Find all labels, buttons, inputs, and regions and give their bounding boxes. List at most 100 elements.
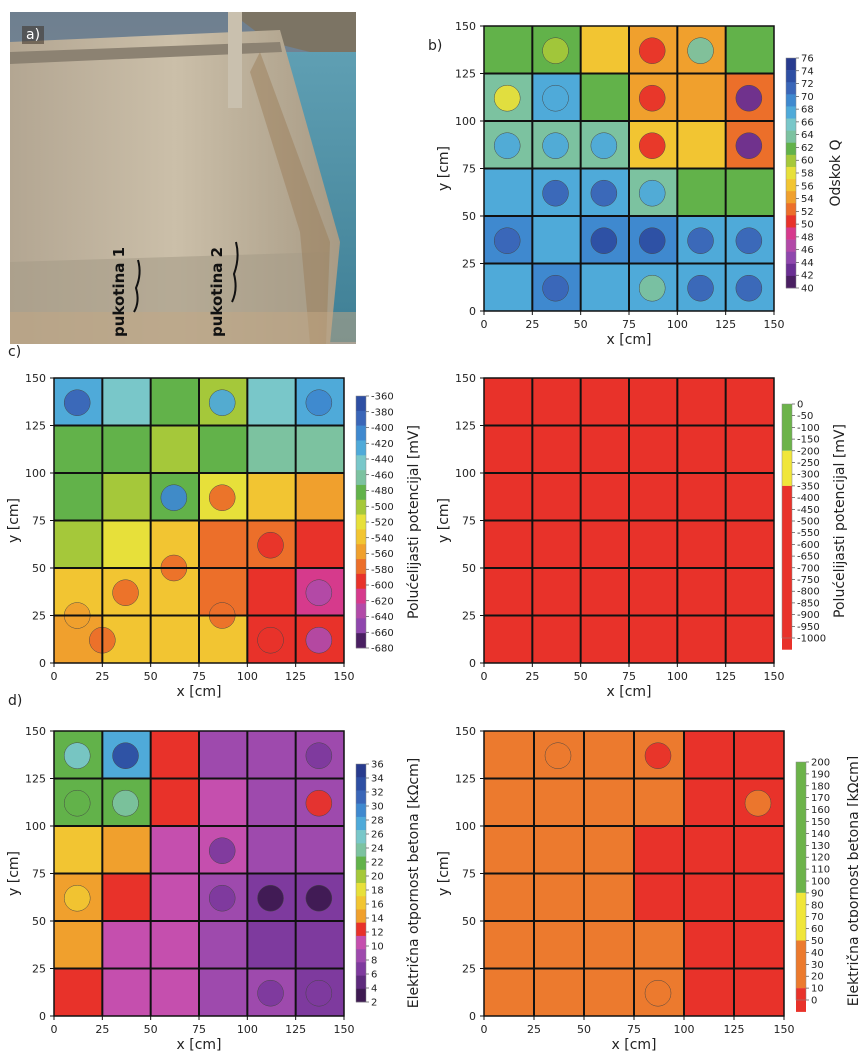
heatmap-cell — [247, 425, 297, 474]
colorbar-tick-label: 56 — [801, 181, 814, 192]
colorbar-label: Električna otpornost betona [kΩcm] — [846, 756, 858, 1006]
heatmap-spot — [542, 132, 569, 159]
heatmap-cell — [295, 425, 344, 474]
colorbar-segment — [786, 239, 796, 252]
heatmap-cell — [150, 778, 200, 827]
heatmap-cell — [54, 520, 103, 569]
heatmap-cell — [534, 778, 585, 827]
chart-c-right: 0 25 50 75 100 125 150 0 25 50 75 100 125 150 x [cm] y … — [436, 372, 848, 700]
colorbar-tick-label: 62 — [801, 143, 814, 154]
colorbar-tick-label: 6 — [371, 970, 377, 981]
heatmap-spot — [208, 389, 236, 416]
colorbar-tick-label: 130 — [811, 841, 830, 852]
heatmap-spot — [305, 742, 333, 769]
heatmap-spot — [208, 837, 236, 864]
y-tick-label: 125 — [455, 420, 476, 433]
colorbar-tick-label: 24 — [371, 844, 384, 855]
x-tick-label: 25 — [95, 670, 109, 683]
y-tick-label: 50 — [462, 210, 476, 223]
colorbar-tick-label: -900 — [797, 610, 820, 621]
colorbar-frame — [355, 763, 367, 1003]
colorbar-tick-label: 150 — [811, 817, 830, 828]
x-tick-label: 0 — [481, 318, 488, 331]
y-tick-label: 25 — [32, 610, 46, 623]
heatmap-spot — [160, 484, 188, 511]
heatmap-spot — [257, 626, 284, 654]
heatmap-spot — [257, 884, 284, 912]
colorbar-tick-label: 70 — [811, 912, 824, 923]
x-tick-label: 0 — [51, 670, 58, 683]
colorbar-tick-label: 18 — [371, 886, 384, 897]
y-tick-label: 0 — [469, 1010, 476, 1023]
colorbar-tick-label: -850 — [797, 598, 820, 609]
heatmap-cell — [102, 968, 152, 1016]
colorbar-segment — [356, 909, 366, 923]
chart-c-left: 0 25 50 75 100 125 150 0 25 50 75 100 125 150 x [cm] y … — [6, 372, 422, 700]
y-tick-label: 0 — [39, 657, 46, 670]
colorbar-segment — [356, 843, 366, 857]
colorbar-segment — [786, 179, 796, 192]
colorbar-tick-label: 26 — [371, 830, 384, 841]
colorbar-segment — [356, 803, 366, 818]
heatmap-spot — [744, 789, 772, 817]
heatmap-cell — [150, 425, 200, 474]
x-tick-label: 100 — [237, 670, 258, 683]
colorbar-segment — [786, 251, 796, 265]
x-tick-label: 50 — [574, 318, 588, 331]
colorbar-tick-label: -420 — [371, 439, 394, 450]
x-tick-label: 100 — [237, 1023, 258, 1036]
heatmap-spot — [735, 84, 763, 112]
colorbar-segment — [786, 118, 796, 131]
colorbar-segment — [356, 962, 366, 976]
heatmap-cell — [734, 921, 784, 970]
heatmap-spot — [63, 884, 91, 912]
colorbar-segment — [356, 935, 366, 950]
heatmap-cell — [684, 873, 735, 922]
colorbar-segment — [356, 396, 366, 412]
colorbar-tick-label: -750 — [797, 575, 820, 586]
colorbar-tick-label: 64 — [801, 130, 814, 141]
heatmap-cell — [634, 778, 685, 827]
colorbar-tick-label: 160 — [811, 805, 830, 816]
chart-d-left: 0 25 50 75 100 125 150 0 25 50 75 100 125 150 x [cm] y … — [6, 725, 422, 1053]
colorbar-segment — [782, 450, 792, 486]
colorbar-segment — [356, 514, 366, 530]
colorbar-tick-label: 48 — [801, 232, 814, 243]
colorbar-tick-label: 16 — [371, 900, 384, 911]
heatmap-cell — [295, 826, 344, 875]
colorbar-tick-label: -50 — [797, 411, 813, 422]
plot-area — [484, 26, 774, 311]
heatmap-cell — [54, 921, 103, 970]
heatmap-cell — [150, 921, 200, 970]
heatmap-cell — [684, 778, 735, 827]
panel-b-label: b) — [428, 38, 443, 54]
colorbar-tick-label: 68 — [801, 105, 814, 116]
colorbar-tick-label: 140 — [811, 829, 830, 840]
colorbar-tick-label: -380 — [371, 407, 394, 418]
x-tick-label: 50 — [144, 1023, 158, 1036]
heatmap-spot — [638, 227, 666, 254]
heatmap-cell — [295, 921, 344, 970]
heatmap-cell — [580, 73, 630, 122]
y-tick-label: 75 — [462, 868, 476, 881]
x-axis-label: x [cm] — [612, 1037, 657, 1053]
colorbar-tick-label: 2 — [371, 998, 377, 1009]
heatmap-spot — [735, 132, 763, 159]
heatmap-cell — [54, 473, 103, 522]
x-tick-label: 75 — [622, 670, 636, 683]
colorbar-tick-label: 66 — [801, 117, 814, 128]
y-axis-label: y [cm] — [436, 851, 452, 896]
colorbar-tick-label: -460 — [371, 470, 394, 481]
heatmap-spot — [542, 37, 569, 64]
colorbar-segment — [786, 227, 796, 240]
colorbar-tick-label: 0 — [797, 400, 803, 411]
colorbar-tick-label: -300 — [797, 470, 820, 481]
panel-a-label: a) — [22, 26, 45, 44]
colorbar-segment — [356, 499, 366, 515]
colorbar-tick-label: -650 — [797, 552, 820, 563]
x-tick-label: 50 — [577, 1023, 591, 1036]
colorbar-tick-label: 20 — [371, 872, 384, 883]
heatmap-cell — [295, 520, 344, 569]
heatmap-cell — [102, 921, 152, 970]
colorbar-tick-label: 40 — [801, 284, 814, 295]
